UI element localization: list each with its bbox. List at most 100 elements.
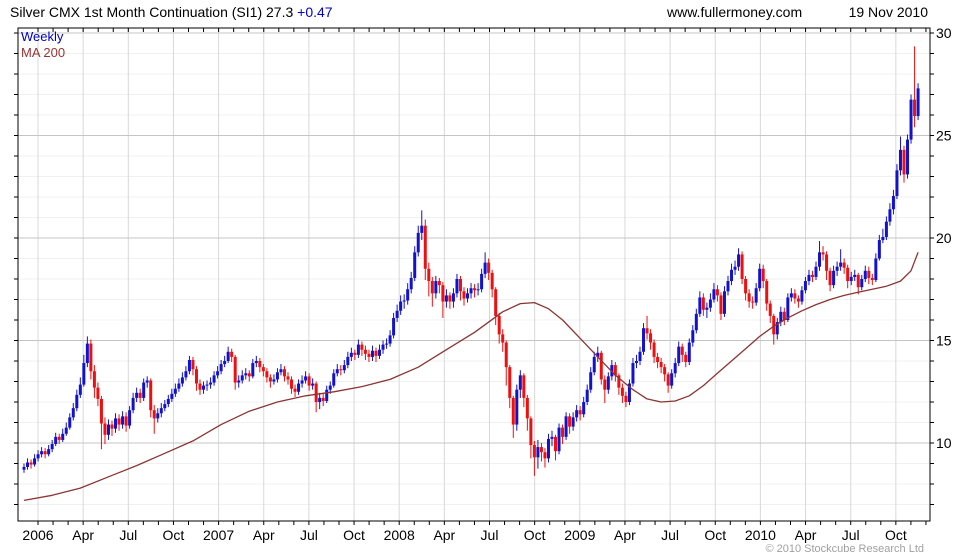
candle-down (751, 296, 755, 309)
candle-down (715, 285, 719, 302)
candle-down (268, 374, 272, 388)
x-axis-label: Apr (614, 527, 636, 543)
chart-date: 19 Nov 2010 (848, 4, 928, 20)
candle-up (272, 374, 276, 385)
candle-up (638, 346, 642, 366)
candle-up (202, 381, 206, 394)
candle-up (106, 419, 110, 440)
candle-down (353, 349, 357, 360)
x-axis-labels: 2006 Apr Jul Oct 2007 Apr Jul Oct 2008 Apr Jul Oct 2… (22, 527, 906, 543)
candle-down (656, 352, 660, 369)
x-axis-label: Oct (163, 527, 185, 543)
candle-up (40, 447, 44, 458)
candle-up (895, 164, 899, 200)
candle-up (219, 359, 223, 375)
candle-up (733, 260, 737, 275)
price-change: +0.47 (297, 4, 333, 20)
candle-down (543, 448, 547, 468)
candle-up (356, 339, 360, 358)
candle-up (156, 408, 160, 423)
candle-down (603, 375, 607, 404)
y-axis-label: 15 (936, 333, 952, 349)
candle-up (726, 275, 730, 296)
candle-up (705, 302, 709, 318)
x-axis-label: Oct (343, 527, 365, 543)
candle-up (244, 368, 248, 380)
candle-down (339, 365, 343, 376)
candle-up (557, 423, 561, 455)
x-axis-label: Apr (433, 527, 455, 543)
candle-down (913, 46, 917, 128)
candle-up (332, 369, 336, 388)
candle-down (652, 339, 656, 364)
y-axis-labels: 10 15 20 25 30 (936, 25, 952, 451)
candle-down (684, 351, 688, 368)
candle-up (691, 325, 695, 347)
candle-up (677, 341, 681, 367)
candle-up (54, 432, 58, 447)
candle-up (166, 394, 170, 408)
candle-up (789, 288, 793, 302)
candle-down (561, 424, 565, 445)
candlestick-series (22, 46, 920, 476)
candle-up (634, 354, 638, 369)
candle-down (314, 381, 318, 413)
candle-up (226, 346, 230, 364)
candle-up (223, 355, 227, 368)
candle-up (884, 216, 888, 241)
candle-up (434, 275, 438, 299)
candle-up (381, 340, 385, 354)
candle-up (170, 388, 174, 402)
candle-down (825, 251, 829, 281)
candle-up (370, 345, 374, 361)
candle-up (849, 271, 853, 286)
chart-legend: Weekly MA 200 (21, 29, 65, 61)
candle-up (135, 387, 139, 402)
candle-up (78, 377, 82, 398)
candle-up (451, 288, 455, 308)
candle-down (149, 378, 153, 418)
candle-down (448, 292, 452, 309)
candle-up (575, 405, 579, 422)
candle-down (430, 276, 434, 307)
candle-up (205, 380, 209, 391)
candle-down (29, 459, 33, 469)
candle-up (515, 384, 519, 431)
x-axis-label: Jul (661, 527, 679, 543)
candle-up (114, 413, 118, 433)
candle-down (810, 270, 814, 283)
candle-up (483, 252, 487, 278)
candle-up (877, 234, 881, 261)
candle-up (673, 357, 677, 378)
candle-down (198, 379, 202, 395)
ma-200-line (23, 252, 919, 502)
candle-down (659, 357, 663, 374)
ma-200-label: MA 200 (21, 45, 66, 60)
candle-up (585, 384, 589, 406)
website-link[interactable]: www.fullermoney.com (667, 4, 803, 20)
candle-up (730, 263, 734, 286)
candle-up (240, 370, 244, 384)
candle-up (75, 389, 79, 412)
x-axis-label: Jul (119, 527, 137, 543)
candle-down (427, 262, 431, 297)
x-axis-label: Oct (704, 527, 726, 543)
candle-up (82, 354, 86, 387)
candle-up (480, 268, 484, 293)
axis-ticks (14, 28, 934, 525)
candle-up (916, 83, 920, 121)
candle-down (782, 307, 786, 326)
candle-up (839, 249, 843, 271)
x-axis-label: Oct (524, 527, 546, 543)
candle-up (860, 274, 864, 291)
candle-down (568, 413, 572, 434)
candle-down (89, 339, 93, 380)
candle-up (853, 269, 857, 282)
x-axis-label: Apr (795, 527, 817, 543)
candle-down (265, 368, 269, 383)
last-price: 27.3 (266, 4, 294, 20)
candle-down (92, 365, 96, 398)
candle-down (821, 246, 825, 261)
candle-up (416, 225, 420, 257)
